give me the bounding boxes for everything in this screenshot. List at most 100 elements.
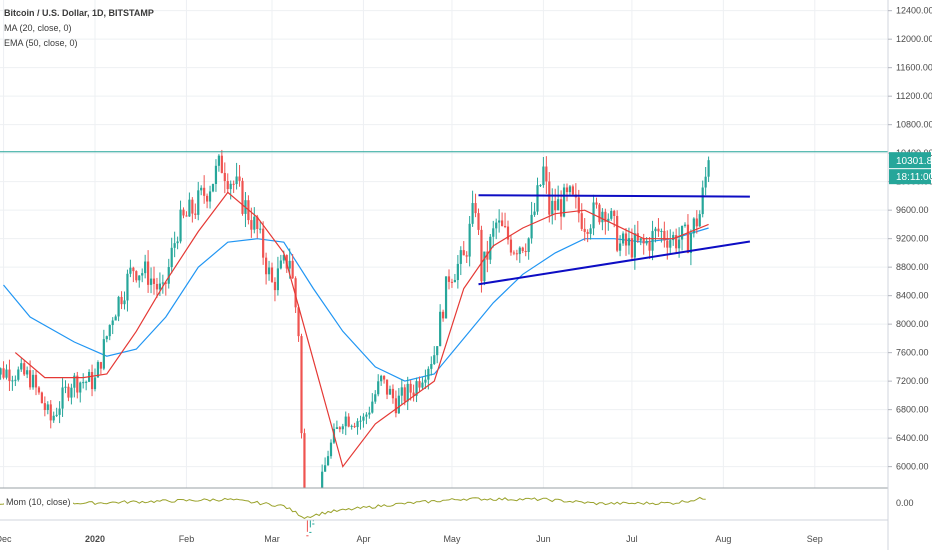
- candle-body: [362, 416, 365, 421]
- price-tick-label: 7200.00: [896, 376, 929, 386]
- candle-body: [542, 166, 545, 186]
- candle-body: [527, 238, 530, 253]
- symbol-title[interactable]: Bitcoin / U.S. Dollar, 1D, BITSTAMP: [4, 8, 154, 18]
- triangle-trendlines[interactable]: [0, 151, 888, 286]
- candle-body: [415, 381, 418, 396]
- candle-body: [512, 252, 515, 254]
- candle-body: [654, 228, 657, 232]
- candle-body: [356, 421, 359, 428]
- candle-body: [179, 209, 182, 242]
- candle-body: [282, 254, 285, 261]
- candle-body: [359, 420, 362, 422]
- candle-body: [64, 386, 67, 388]
- candle-body: [326, 456, 330, 466]
- candle-body: [583, 228, 586, 232]
- candle-body: [421, 382, 424, 388]
- triangle-lower-line: [478, 240, 751, 286]
- candle-body: [412, 392, 415, 396]
- candle-body: [29, 370, 32, 388]
- ma-legend[interactable]: MA (20, close, 0): [4, 23, 72, 33]
- candle-body: [462, 250, 465, 256]
- candle-body: [273, 281, 277, 291]
- candle-body: [704, 176, 707, 188]
- candle-body: [238, 176, 241, 181]
- momentum-zero-label: 0.00: [896, 498, 914, 508]
- candle-body: [149, 278, 153, 285]
- candle-body: [31, 374, 35, 388]
- candle-body: [486, 251, 489, 260]
- candle-body: [58, 408, 61, 415]
- candle-body: [595, 202, 598, 205]
- candle-body: [439, 311, 442, 347]
- price-tick-label: 8400.00: [896, 291, 929, 301]
- candle-body: [675, 235, 678, 249]
- candle-body: [235, 176, 238, 185]
- candle-body: [409, 383, 412, 393]
- candle-body: [580, 213, 583, 229]
- candle-body: [371, 401, 374, 413]
- candle-body: [391, 388, 395, 399]
- candle-body: [474, 203, 477, 214]
- candle-body: [568, 186, 572, 193]
- candle-body: [300, 336, 303, 434]
- candle-body: [138, 275, 141, 281]
- candle-body: [67, 386, 70, 398]
- candle-body: [616, 215, 619, 251]
- candle-body: [427, 368, 430, 380]
- candle-body: [548, 181, 551, 215]
- candle-body: [397, 395, 400, 414]
- candle-body: [229, 183, 232, 190]
- price-axis[interactable]: 12400.00 12000.00 11600.00 11200.00 10800.00…: [887, 0, 932, 550]
- candle-body: [23, 363, 26, 375]
- candle-body: [468, 223, 471, 257]
- candle-body: [37, 387, 41, 393]
- candle-body: [135, 271, 138, 281]
- candle-body: [657, 228, 660, 232]
- candle-body: [701, 187, 704, 215]
- price-tick-label: 11200.00: [896, 91, 932, 101]
- candle-body: [645, 240, 648, 244]
- candle-body: [630, 238, 633, 258]
- candle-body: [607, 218, 610, 222]
- candle-body: [335, 427, 338, 429]
- candle-body: [17, 369, 20, 380]
- candle-body: [309, 531, 312, 533]
- candle-body: [495, 222, 498, 229]
- candle-body: [683, 224, 687, 226]
- candle-body: [55, 414, 58, 416]
- candle-body: [324, 465, 327, 472]
- candle-body: [648, 240, 651, 251]
- time-tick-label: Mar: [264, 534, 280, 544]
- candle-body: [306, 535, 309, 537]
- candle-body: [707, 160, 710, 177]
- candle-body: [194, 213, 197, 215]
- candle-body: [5, 369, 8, 378]
- candle-body: [577, 197, 580, 214]
- candle-body: [624, 233, 628, 246]
- candle-body: [374, 394, 377, 402]
- candle-body: [524, 250, 527, 253]
- candle-body: [533, 211, 536, 215]
- candle-body: [453, 280, 456, 283]
- candle-body: [403, 387, 406, 402]
- time-axis[interactable]: Dec 2020 Feb Mar Apr May Jun Jul Aug Sep: [0, 534, 823, 544]
- candle-body: [117, 296, 120, 317]
- candle-body: [385, 379, 389, 395]
- time-tick-label: Feb: [179, 534, 195, 544]
- momentum-legend[interactable]: Mom (10, close): [4, 497, 73, 507]
- candle-body: [52, 415, 55, 421]
- candle-body: [698, 214, 701, 227]
- ema-legend[interactable]: EMA (50, close, 0): [4, 38, 78, 48]
- candle-body: [241, 180, 244, 214]
- price-axis-background: [888, 0, 932, 550]
- candle-body: [601, 211, 604, 223]
- price-tick-label: 12000.00: [896, 34, 932, 44]
- candle-body: [223, 172, 226, 182]
- momentum-pane: [0, 487, 888, 521]
- candle-body: [76, 375, 79, 393]
- candle-body: [368, 412, 371, 415]
- candle-body: [695, 218, 698, 227]
- candle-body: [610, 210, 613, 219]
- candlestick-series[interactable]: [0, 149, 710, 537]
